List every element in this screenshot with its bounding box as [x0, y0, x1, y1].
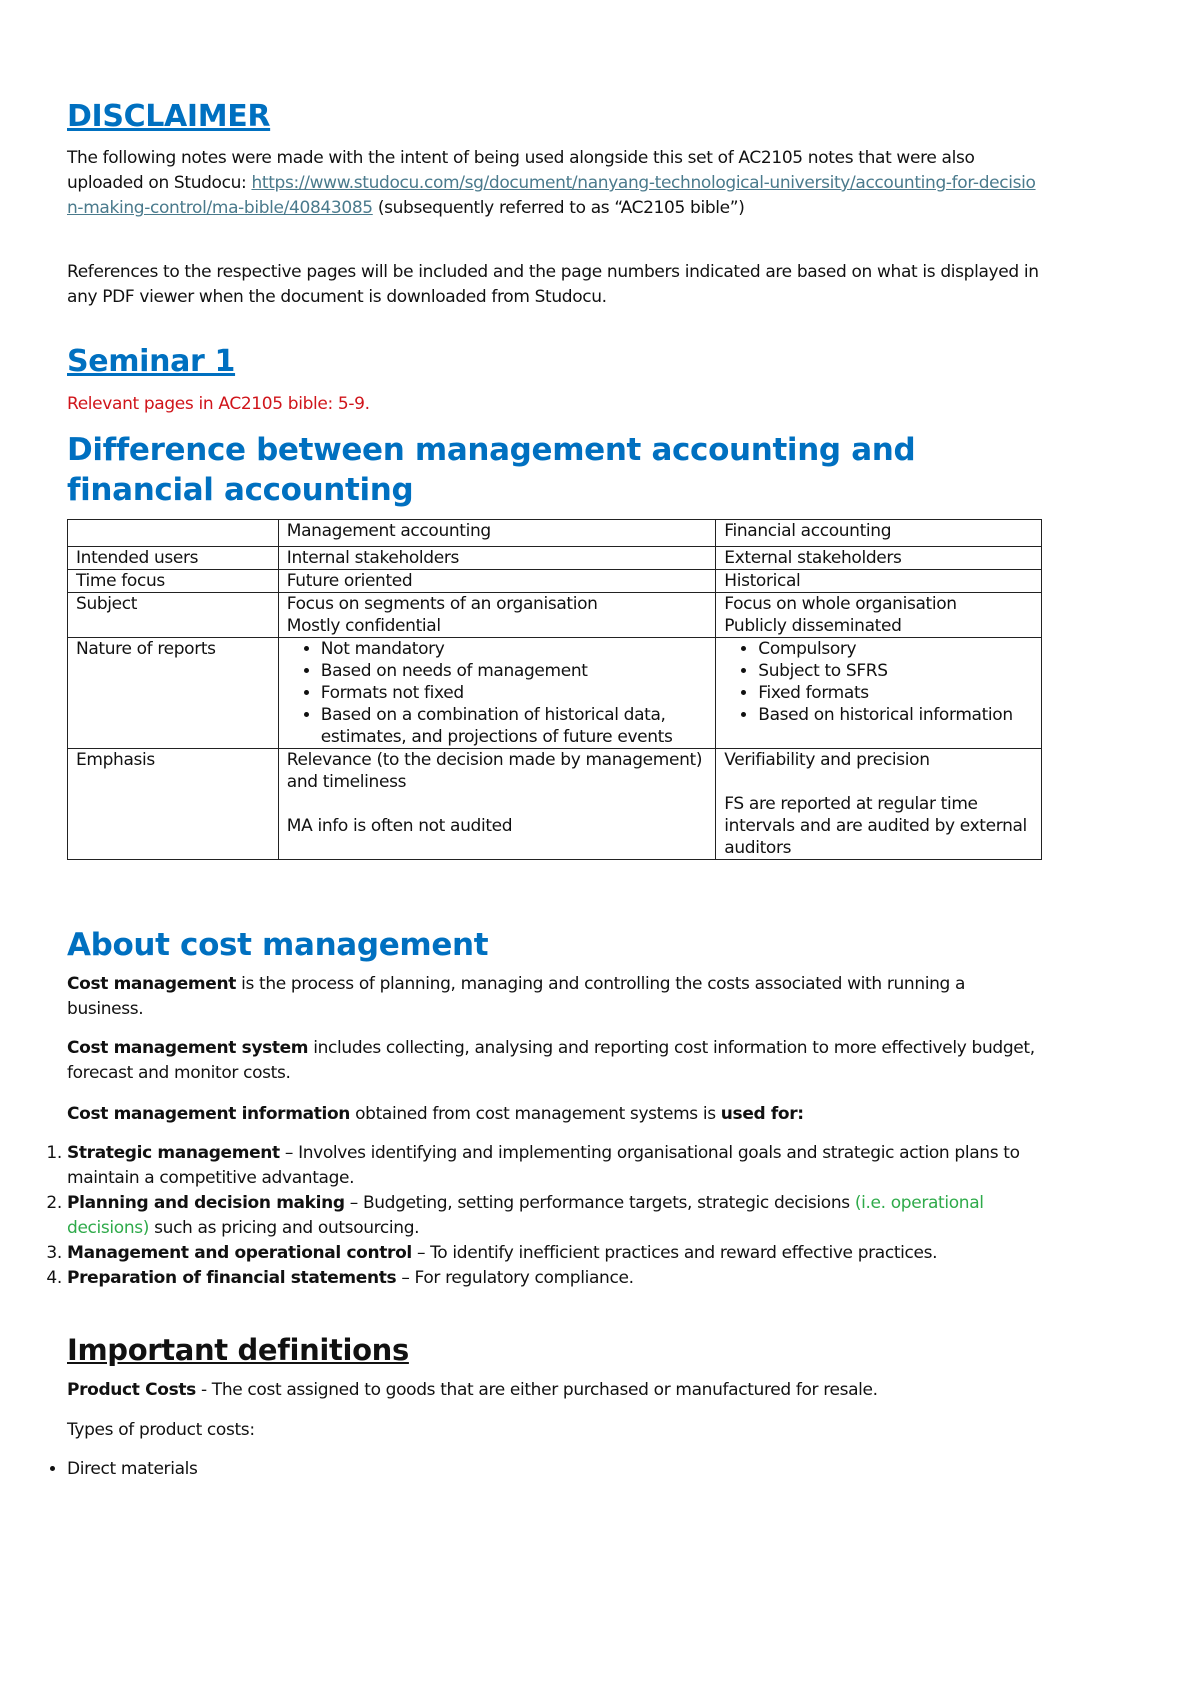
cell: Future oriented: [277, 569, 717, 593]
table-row: Emphasis Relevance (to the decision made…: [67, 748, 1042, 860]
bullet-item: Subject to SFRS: [758, 660, 1033, 682]
header-cell: Management accounting: [277, 519, 717, 547]
row-label: Intended users: [67, 546, 279, 570]
bullet-item: Fixed formats: [758, 682, 1033, 704]
difference-heading: Difference between management accounting…: [67, 432, 916, 508]
term: used for:: [720, 1104, 804, 1124]
bullet-item: Based on needs of management: [321, 660, 708, 682]
bullet-item: Not mandatory: [321, 638, 708, 660]
term: Cost management information: [67, 1104, 351, 1124]
bullet-item: Compulsory: [758, 638, 1033, 660]
table-header-row: Management accounting Financial accounti…: [67, 519, 1042, 547]
text: – Involves identifying and implementing …: [67, 1143, 1020, 1188]
row-label: Emphasis: [67, 748, 279, 860]
term: Cost management system: [67, 1038, 309, 1058]
line: Verifiability and precision: [724, 750, 930, 770]
list-item: Strategic management – Involves identify…: [67, 1141, 1042, 1191]
term: Planning and decision making: [67, 1193, 345, 1213]
line: Focus on whole organisation: [724, 594, 957, 614]
table-row: Nature of reports Not mandatory Based on…: [67, 637, 1042, 749]
table-row: Intended users Internal stakeholders Ext…: [67, 546, 1042, 570]
note: (i.e. operational decisions): [67, 1193, 984, 1238]
disclaimer-heading: DISCLAIMER: [67, 99, 271, 134]
table-row: Subject Focus on segments of an organisa…: [67, 592, 1042, 638]
text: is the process of planning, managing and…: [67, 974, 966, 1019]
line: MA info is often not audited: [286, 816, 513, 836]
relevant-pages: Relevant pages in AC2105 bible: 5-9.: [67, 394, 370, 414]
row-label: Subject: [67, 592, 279, 638]
bullet-item: Based on historical information: [758, 704, 1033, 726]
text: such as pricing and outsourcing.: [149, 1218, 420, 1238]
term: Cost management: [67, 974, 237, 994]
cell: Historical: [715, 569, 1042, 593]
term: Strategic management: [67, 1143, 280, 1163]
term: Preparation of financial statements: [67, 1268, 397, 1288]
cost-heading: About cost management: [67, 927, 489, 963]
product-costs-paragraph: Product Costs - The cost assigned to goo…: [67, 1378, 1042, 1403]
row-label: Nature of reports: [67, 637, 279, 749]
cell: Internal stakeholders: [277, 546, 717, 570]
header-cell: [67, 519, 279, 547]
comparison-table: Management accounting Financial accounti…: [67, 519, 1042, 860]
studocu-link[interactable]: https://www.studocu.com/sg/document/nany…: [67, 173, 1036, 218]
text: – For regulatory compliance.: [396, 1268, 634, 1288]
line: Focus on segments of an organisation: [286, 594, 598, 614]
disclaimer-paragraph: The following notes were made with the i…: [67, 146, 1042, 221]
cell: Relevance (to the decision made by manag…: [277, 748, 717, 860]
cost-system-paragraph: Cost management system includes collecti…: [67, 1036, 1042, 1086]
text: The following notes were made with the i…: [67, 148, 975, 193]
list-item: Direct materials: [67, 1457, 1042, 1482]
text: obtained from cost management systems is: [350, 1104, 721, 1124]
list-item: Planning and decision making – Budgeting…: [67, 1191, 1042, 1241]
header-cell: Financial accounting: [715, 519, 1042, 547]
bullet-item: Formats not fixed: [321, 682, 708, 704]
cost-management-paragraph: Cost management is the process of planni…: [67, 972, 1042, 1022]
types-list: Direct materials: [0, 1457, 1042, 1482]
row-label: Time focus: [67, 569, 279, 593]
cell: Verifiability and precision FS are report…: [715, 748, 1042, 860]
text: - The cost assigned to goods that are ei…: [195, 1380, 878, 1400]
line: FS are reported at regular time interval…: [724, 794, 1027, 858]
term: Product Costs: [67, 1380, 196, 1400]
types-label: Types of product costs:: [67, 1420, 255, 1440]
line: Publicly disseminated: [724, 616, 902, 636]
bullet-item: Based on a combination of historical dat…: [321, 704, 708, 748]
list-item: Management and operational control – To …: [67, 1241, 1042, 1266]
text: – Budgeting, setting performance targets…: [344, 1193, 855, 1213]
cell: External stakeholders: [715, 546, 1042, 570]
term: Management and operational control: [67, 1243, 412, 1263]
definitions-heading: Important definitions: [67, 1333, 409, 1367]
line: Mostly confidential: [286, 616, 441, 636]
table-row: Time focus Future oriented Historical: [67, 569, 1042, 593]
text: (subsequently referred to as “AC2105 bib…: [372, 198, 745, 218]
cell: Compulsory Subject to SFRS Fixed formats…: [715, 637, 1042, 749]
list-item: Preparation of financial statements – Fo…: [67, 1266, 1042, 1291]
text: includes collecting, analysing and repor…: [67, 1038, 1035, 1083]
line: Relevance (to the decision made by manag…: [286, 750, 703, 792]
text: – To identify inefficient practices and …: [411, 1243, 938, 1263]
seminar-heading: Seminar 1: [67, 344, 236, 379]
cell: Focus on segments of an organisation Most…: [277, 592, 717, 638]
references-paragraph: References to the respective pages will …: [67, 262, 1039, 307]
uses-list: Strategic management – Involves identify…: [0, 1141, 1042, 1291]
cell: Not mandatory Based on needs of manageme…: [277, 637, 717, 749]
cost-info-paragraph: Cost management information obtained fro…: [67, 1102, 1042, 1127]
cell: Focus on whole organisation Publicly diss…: [715, 592, 1042, 638]
